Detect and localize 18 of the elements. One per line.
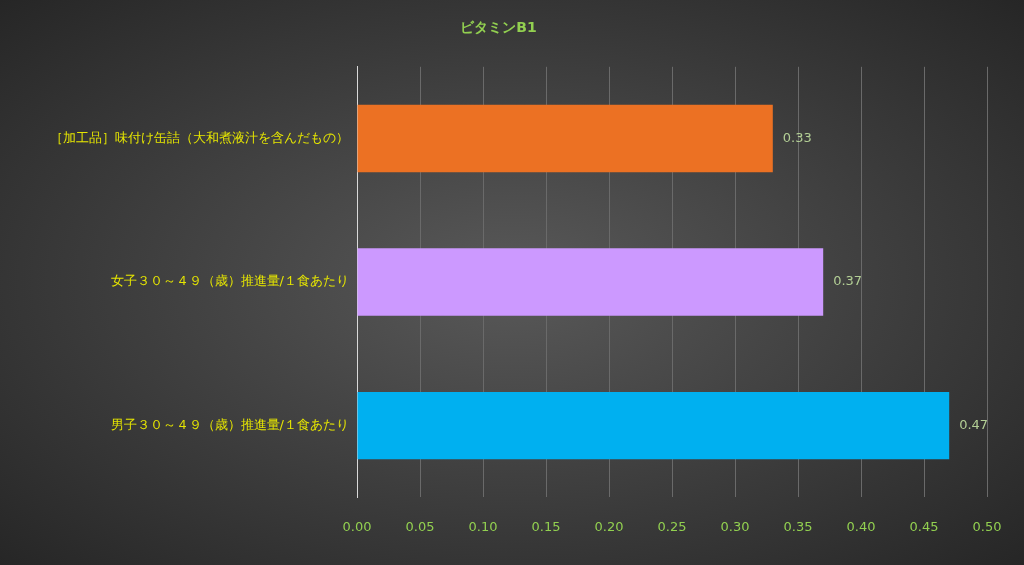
y-tick-label: 女子３０～４９（歳）推進量/１食あたり bbox=[110, 273, 349, 289]
text: 0.10 bbox=[468, 518, 498, 534]
data-label: 0.33 bbox=[782, 129, 812, 145]
text: 0.20 bbox=[594, 518, 624, 534]
text: 0.15 bbox=[531, 518, 561, 534]
text: 0.00 bbox=[342, 518, 372, 534]
text: 0.05 bbox=[405, 518, 435, 534]
data-label: 0.37 bbox=[833, 273, 863, 289]
y-tick-label: ［加工品］味付け缶詰（大和煮液汁を含んだもの） bbox=[50, 129, 349, 145]
text: 0.25 bbox=[657, 518, 687, 534]
text: 0.50 bbox=[972, 518, 1002, 534]
text: 0.35 bbox=[783, 518, 813, 534]
text: 0.30 bbox=[720, 518, 750, 534]
data-label: 0.47 bbox=[959, 417, 989, 433]
y-tick-label: 男子３０～４９（歳）推進量/１食あたり bbox=[110, 417, 349, 433]
text: 0.40 bbox=[846, 518, 876, 534]
chart-title: ビタミンB1 bbox=[460, 19, 537, 36]
text: 0.45 bbox=[909, 518, 939, 534]
